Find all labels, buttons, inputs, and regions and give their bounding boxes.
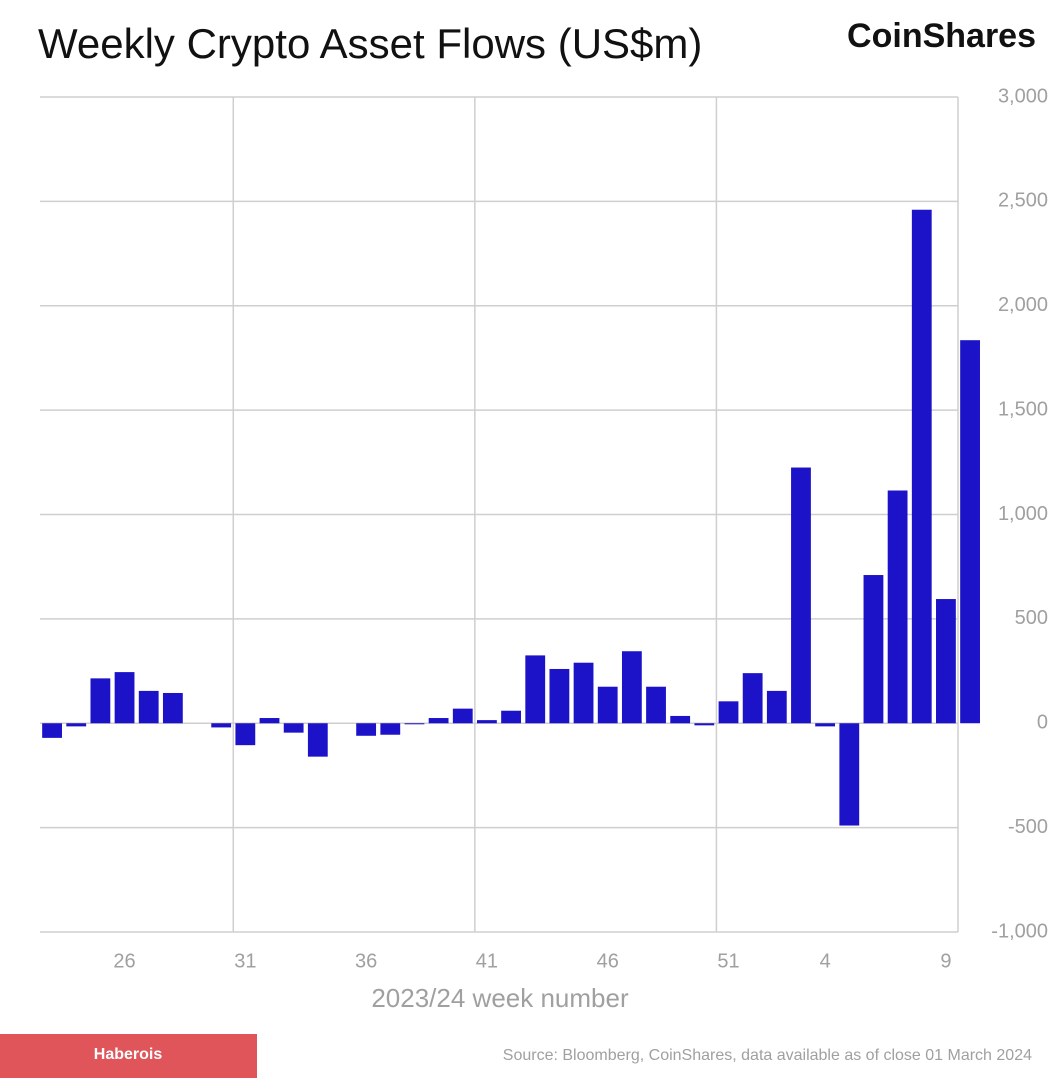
bar (211, 723, 232, 728)
x-tick-label: 31 (234, 950, 256, 972)
y-tick-label: 2,000 (998, 294, 1048, 316)
bar (670, 715, 691, 724)
bar (597, 686, 618, 724)
x-axis-label: 2023/24 week number (371, 983, 629, 1013)
y-tick-label: 0 (1037, 712, 1048, 734)
bar (525, 655, 546, 724)
bar (815, 723, 836, 727)
bar (960, 340, 980, 724)
x-tick-label: 46 (597, 950, 619, 972)
bar (911, 209, 932, 724)
y-tick-label: 2,500 (998, 190, 1048, 212)
badge-text: Haberois (94, 1046, 163, 1063)
bar (694, 723, 715, 726)
bar (259, 718, 280, 724)
bar (839, 723, 860, 826)
bar (621, 651, 642, 724)
source-note: Source: Bloomberg, CoinShares, data avai… (503, 1047, 1032, 1064)
bar (452, 708, 473, 724)
bar (356, 723, 377, 736)
bar (742, 673, 763, 724)
bar (428, 718, 449, 724)
bar (307, 723, 328, 757)
y-tick-label: 1,500 (998, 398, 1048, 420)
bar (138, 690, 159, 724)
bar (863, 575, 884, 724)
x-tick-label: 9 (940, 950, 951, 972)
bar (549, 668, 570, 724)
bar (573, 662, 594, 724)
bar (501, 710, 521, 724)
bar (235, 723, 256, 746)
y-tick-label: 1,000 (998, 503, 1048, 525)
bar (766, 690, 787, 724)
bar (114, 672, 135, 724)
bar (66, 723, 87, 727)
bar (887, 490, 908, 724)
bar (42, 723, 62, 738)
y-tick-label: -1,000 (991, 920, 1048, 942)
bar (791, 467, 811, 724)
x-tick-label: 36 (355, 950, 377, 972)
y-tick-label: -500 (1008, 816, 1048, 838)
x-tick-label: 41 (476, 950, 498, 972)
badge-box (0, 1034, 257, 1078)
bar (90, 678, 111, 724)
bar (380, 723, 401, 735)
bar (936, 599, 956, 724)
x-tick-label: 26 (113, 950, 135, 972)
y-tick-label: 3,000 (998, 85, 1048, 107)
chart-title: Weekly Crypto Asset Flows (US$m) (38, 20, 702, 67)
bar (477, 720, 497, 724)
y-tick-label: 500 (1015, 607, 1048, 629)
x-tick-label: 4 (820, 950, 831, 972)
x-tick-label: 51 (717, 950, 739, 972)
bar (646, 686, 666, 724)
bar (283, 723, 304, 733)
bar (718, 701, 739, 724)
bar (404, 723, 425, 725)
bar (162, 692, 183, 724)
brand-logo: CoinShares (847, 17, 1036, 55)
